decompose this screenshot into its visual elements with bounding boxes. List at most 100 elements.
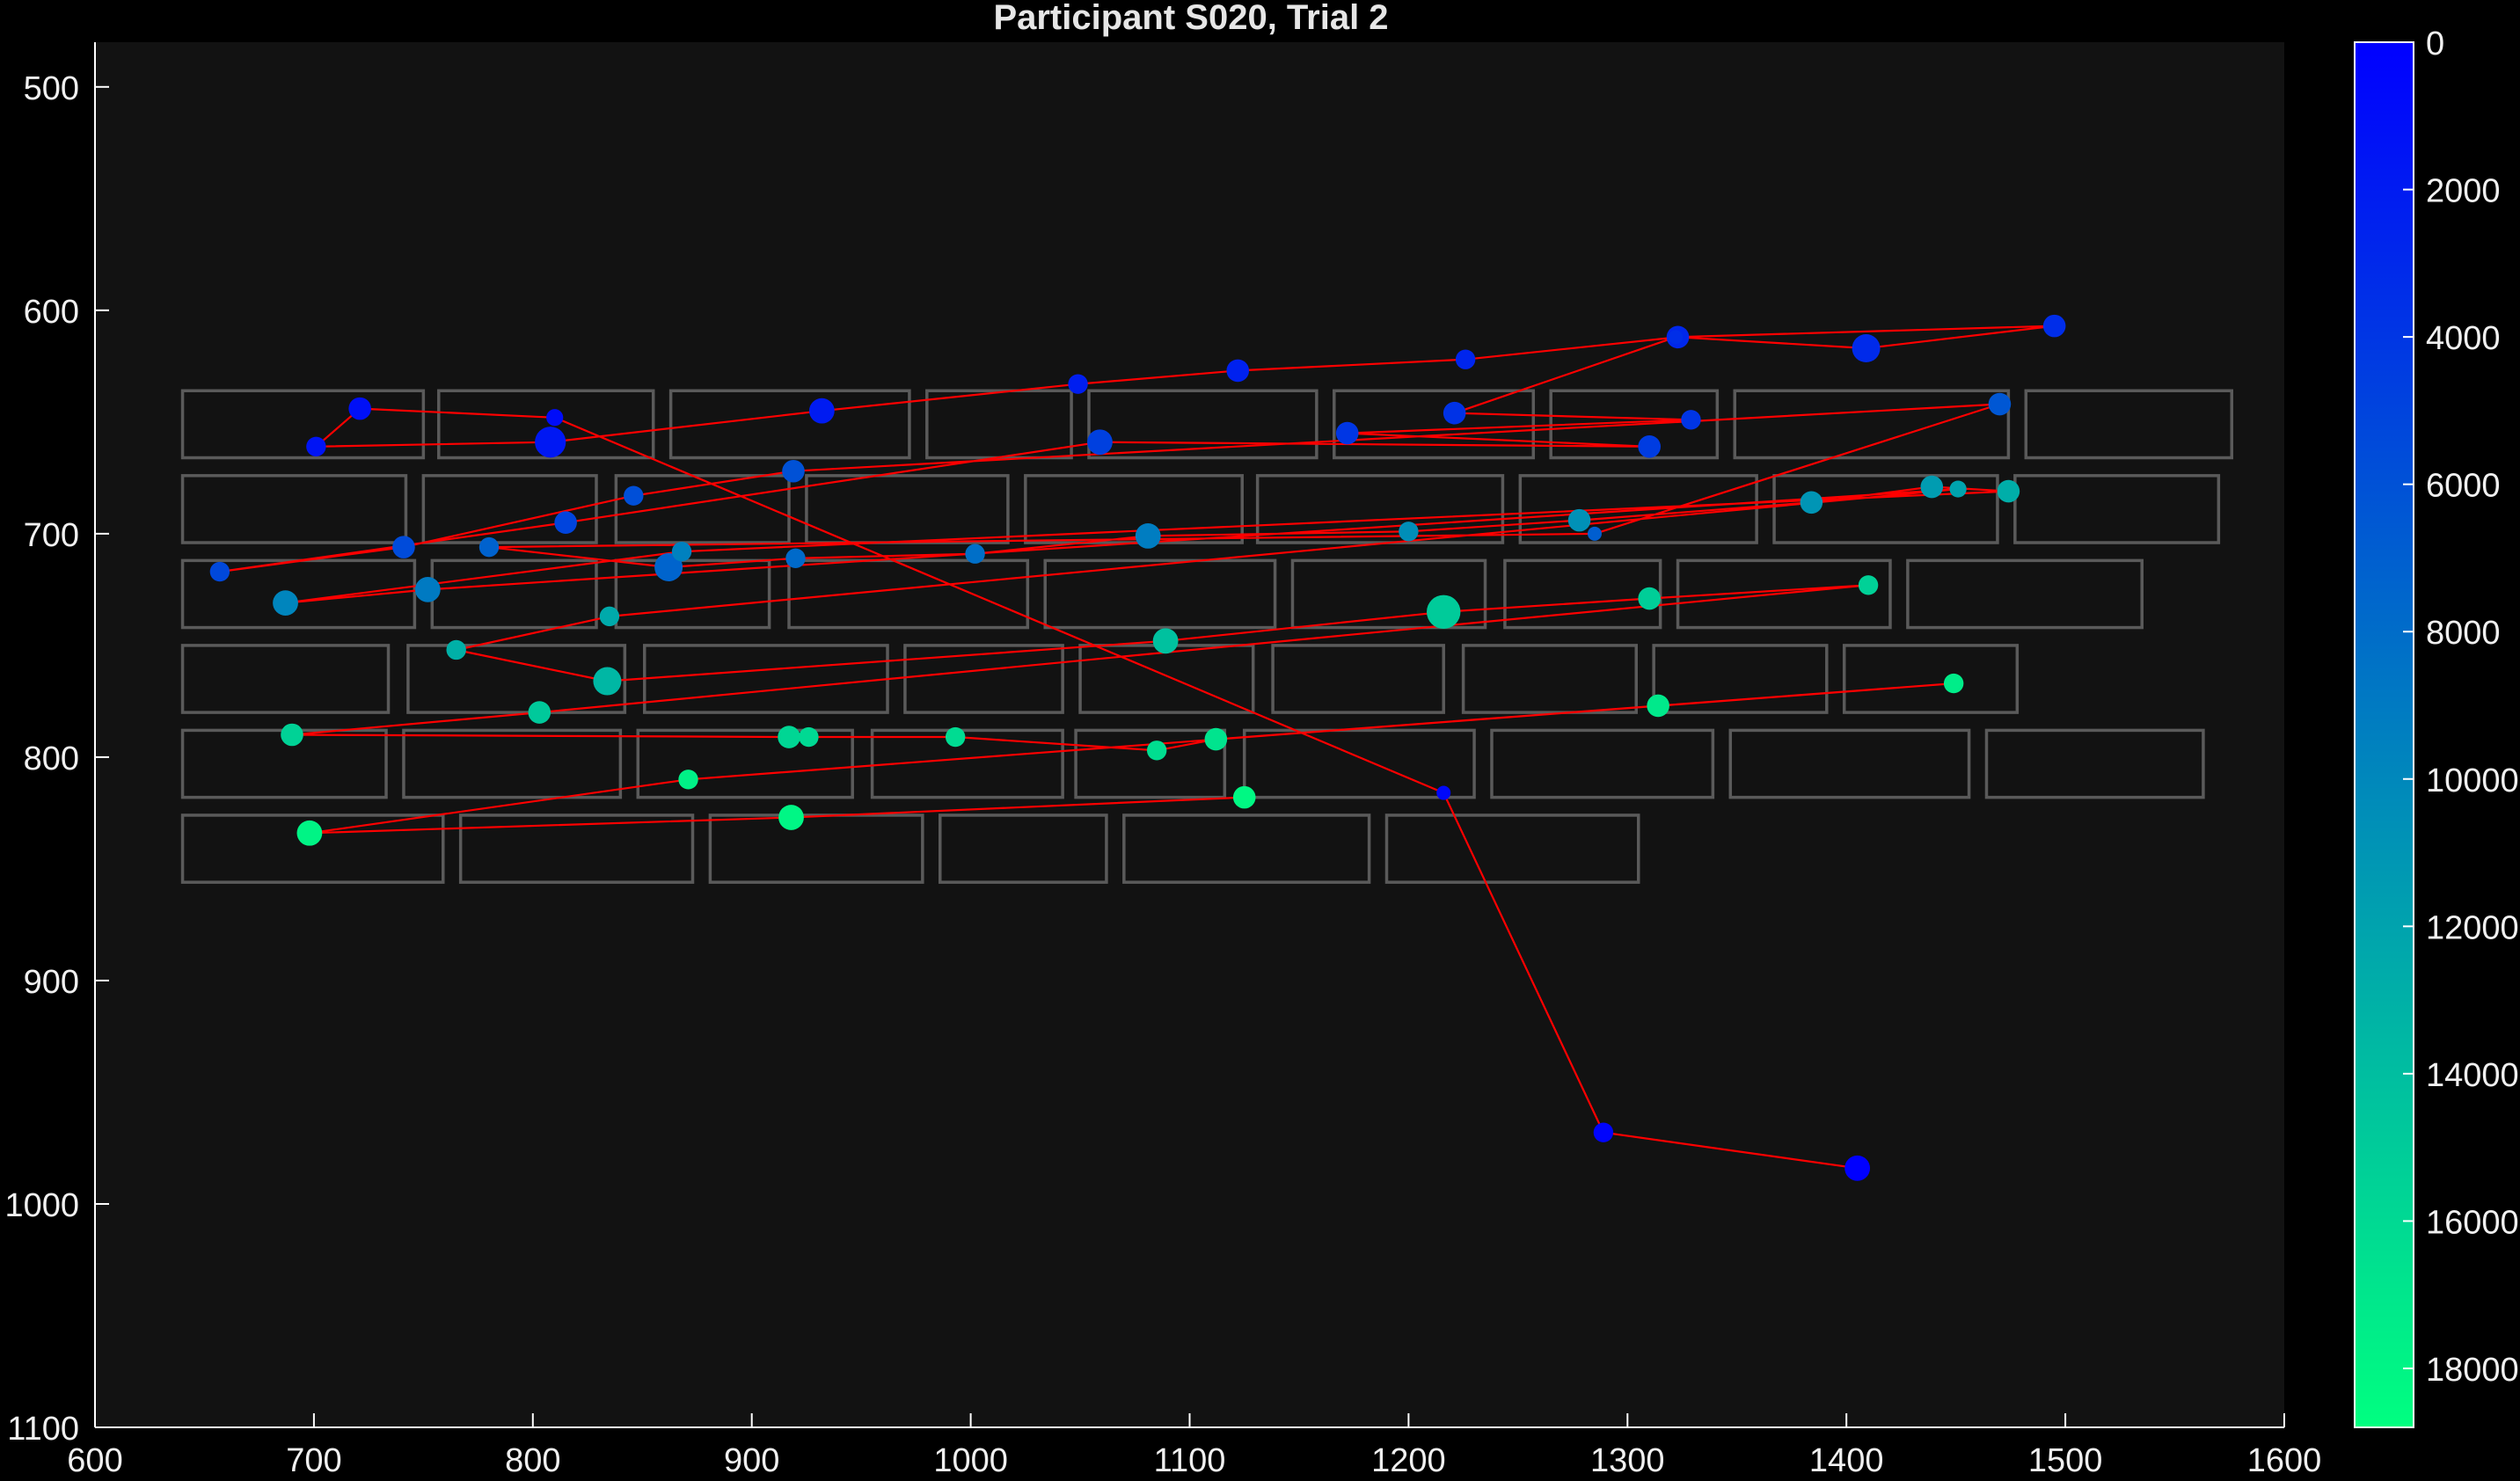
fixation-point [778, 726, 800, 748]
word-box [1255, 474, 1505, 544]
y-tick-label: 700 [24, 517, 79, 554]
fixation-point [1443, 401, 1466, 425]
fixation-point [1858, 575, 1879, 595]
word-box [437, 389, 655, 460]
fixation-point [1638, 587, 1661, 610]
fixation-point [1593, 1122, 1614, 1142]
y-tick-label: 900 [24, 964, 79, 1001]
word-box [1652, 644, 1829, 714]
y-tick-label: 600 [24, 294, 79, 331]
x-tick-label: 1100 [1154, 1442, 1226, 1479]
fixation-point [392, 536, 415, 558]
fixation-point [1920, 475, 1944, 499]
word-box [1842, 644, 2020, 714]
fixation-point [1087, 429, 1113, 456]
word-box [668, 389, 911, 460]
fixation-point [273, 590, 298, 616]
word-box [180, 389, 426, 460]
fixation-point [1068, 374, 1088, 394]
word-box [180, 813, 445, 884]
fixation-point [1681, 410, 1701, 430]
fixation-point [1997, 479, 2020, 503]
fixation-point [1647, 694, 1669, 718]
word-box [2024, 389, 2234, 460]
fixation-point [1638, 434, 1661, 458]
colorbar-tick-label: 10000 [2426, 762, 2519, 799]
word-box [787, 558, 1030, 630]
fixation-point [785, 548, 806, 569]
word-box [939, 813, 1108, 884]
word-box [1728, 728, 1971, 799]
word-box [1271, 644, 1445, 714]
word-box [1087, 389, 1318, 460]
fixation-point [554, 511, 577, 534]
word-box [1122, 813, 1371, 884]
fixation-layer [209, 314, 2066, 1181]
fixation-point [414, 576, 441, 602]
y-tick-label: 1100 [7, 1411, 79, 1448]
fixation-point [528, 701, 551, 724]
word-box [1772, 474, 1999, 544]
colorbar-tick-label: 18000 [2426, 1352, 2519, 1389]
colorbar-tick-label: 0 [2426, 26, 2444, 62]
colorbar-tick-label: 8000 [2426, 615, 2501, 652]
fixation-point [2042, 314, 2066, 338]
word-box [1733, 389, 2011, 460]
colorbar-tick-label: 6000 [2426, 468, 2501, 505]
fixation-point [1135, 523, 1161, 549]
fixation-point [1232, 785, 1256, 809]
word-box [1490, 728, 1715, 799]
x-tick-label: 1400 [1809, 1442, 1884, 1479]
word-box [1333, 389, 1536, 460]
word-box [614, 558, 771, 630]
colorbar-ticks: 0 2000 4000 6000 8000 10000 12000 14000 16000 180… [2403, 26, 2519, 1389]
chart-title: Participant S020, Trial 2 [993, 0, 1388, 37]
fixation-point [446, 639, 466, 660]
fixation-point [1399, 522, 1419, 542]
fixation-point [654, 552, 683, 581]
fixation-point [782, 459, 805, 483]
word-box [1384, 813, 1640, 884]
fixation-point [1146, 740, 1167, 761]
colorbar-tick-label: 16000 [2426, 1204, 2519, 1241]
x-tick-label: 1200 [1371, 1442, 1446, 1479]
fixation-point [945, 726, 966, 748]
colorbar-tick-label: 14000 [2426, 1057, 2519, 1094]
fixation-point [1587, 526, 1602, 541]
fixation-point [799, 726, 819, 748]
x-tick-label: 1600 [2247, 1442, 2322, 1479]
fixation-point [1455, 349, 1476, 369]
fixation-point [348, 397, 371, 420]
x-tick-label: 1000 [933, 1442, 1008, 1479]
word-box [402, 728, 623, 799]
y-tick-label: 800 [24, 740, 79, 777]
word-box [708, 813, 924, 884]
fixation-point [678, 770, 698, 790]
word-box [1290, 558, 1487, 630]
word-box [1043, 558, 1277, 630]
word-box [1518, 474, 1758, 544]
fixation-point [808, 398, 835, 424]
word-box [636, 728, 854, 799]
fixation-point [306, 436, 326, 456]
word-box [1676, 558, 1892, 630]
fixation-point [778, 805, 804, 830]
word-box [1984, 728, 2205, 799]
word-box [180, 474, 408, 544]
word-box [180, 644, 391, 714]
word-box [1549, 389, 1720, 460]
fixation-point [671, 541, 692, 562]
fixation-point [1669, 330, 1684, 345]
fixation-point [624, 485, 644, 506]
y-tick-label: 500 [24, 70, 79, 107]
fixation-point [1567, 508, 1591, 532]
fixation-point [965, 544, 985, 564]
word-box [458, 813, 695, 884]
colorbar-tick-label: 4000 [2426, 320, 2501, 357]
fixation-point [296, 820, 323, 846]
x-tick-label: 800 [505, 1442, 560, 1479]
fixation-point [478, 536, 500, 558]
colorbar: 0 2000 4000 6000 8000 10000 12000 14000 16000 180… [2354, 26, 2519, 1428]
word-box [1074, 728, 1227, 799]
fixation-point [1335, 421, 1359, 445]
